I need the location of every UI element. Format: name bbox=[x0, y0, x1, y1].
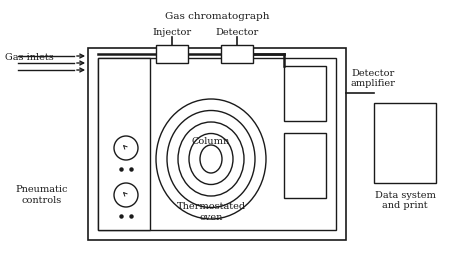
Ellipse shape bbox=[178, 122, 244, 196]
Bar bbox=[374, 103, 436, 183]
Bar bbox=[98, 58, 150, 230]
Text: Detector: Detector bbox=[215, 28, 259, 37]
Text: Injector: Injector bbox=[153, 28, 191, 37]
Ellipse shape bbox=[189, 134, 233, 184]
Circle shape bbox=[114, 136, 138, 160]
Ellipse shape bbox=[200, 145, 222, 173]
Bar bbox=[284, 133, 326, 198]
Text: Gas chromatograph: Gas chromatograph bbox=[165, 12, 269, 21]
Text: Thermostated
oven: Thermostated oven bbox=[176, 202, 246, 222]
Bar bbox=[88, 48, 346, 240]
Text: Data system
and print: Data system and print bbox=[374, 191, 436, 210]
Text: Pneumatic
controls: Pneumatic controls bbox=[16, 185, 68, 205]
Ellipse shape bbox=[156, 99, 266, 219]
Bar bbox=[98, 58, 336, 230]
Circle shape bbox=[114, 183, 138, 207]
Bar bbox=[156, 45, 188, 63]
Text: Gas inlets: Gas inlets bbox=[5, 53, 54, 62]
Text: Detector
amplifier: Detector amplifier bbox=[351, 69, 396, 88]
Bar bbox=[284, 66, 326, 121]
Ellipse shape bbox=[167, 110, 255, 208]
Bar bbox=[221, 45, 253, 63]
Text: Column: Column bbox=[192, 136, 230, 146]
